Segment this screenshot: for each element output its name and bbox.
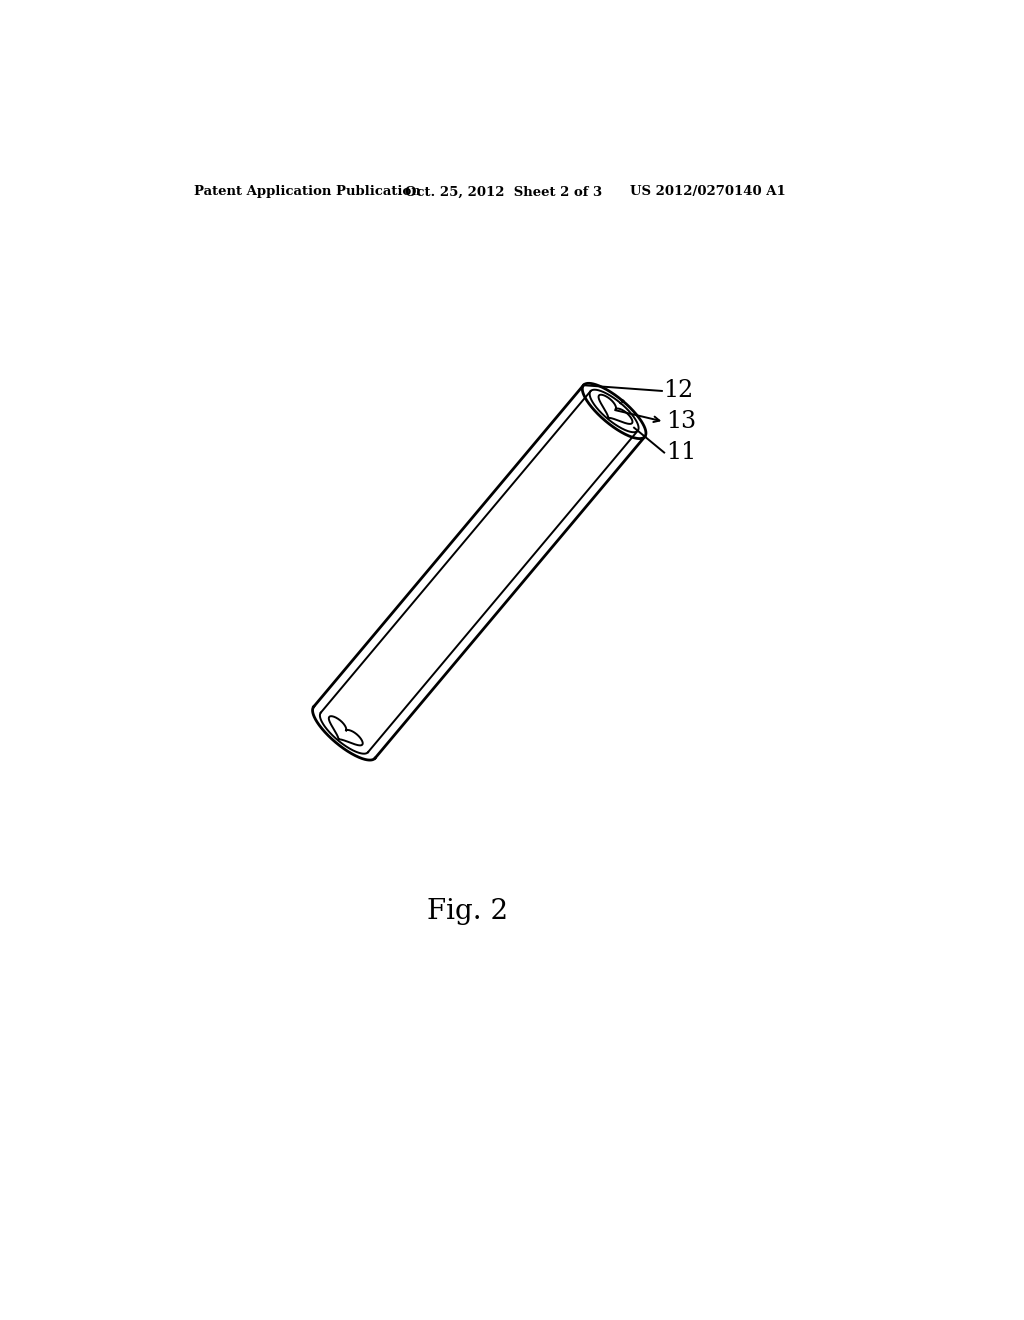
Text: 11: 11 bbox=[666, 441, 696, 465]
Text: US 2012/0270140 A1: US 2012/0270140 A1 bbox=[630, 185, 785, 198]
Text: 12: 12 bbox=[664, 379, 693, 403]
Text: Patent Application Publication: Patent Application Publication bbox=[194, 185, 421, 198]
Text: Fig. 2: Fig. 2 bbox=[427, 898, 508, 924]
Text: Oct. 25, 2012  Sheet 2 of 3: Oct. 25, 2012 Sheet 2 of 3 bbox=[406, 185, 602, 198]
Text: 13: 13 bbox=[666, 411, 696, 433]
